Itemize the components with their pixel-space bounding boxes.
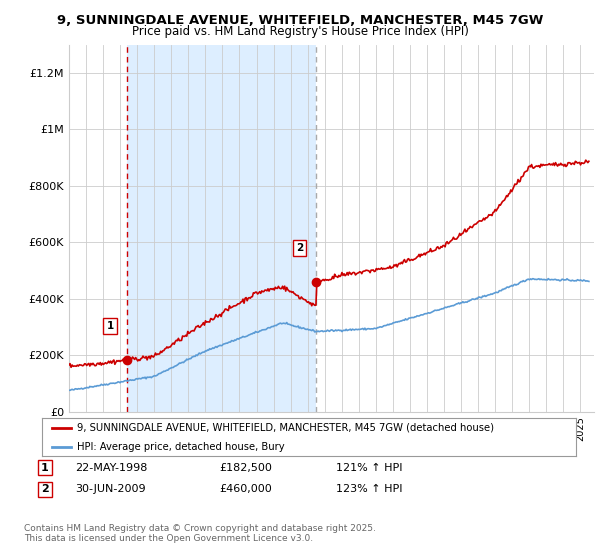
- Text: 123% ↑ HPI: 123% ↑ HPI: [336, 484, 403, 494]
- Text: 2: 2: [296, 243, 303, 253]
- Text: 121% ↑ HPI: 121% ↑ HPI: [336, 463, 403, 473]
- Text: 1: 1: [106, 321, 113, 331]
- Text: 9, SUNNINGDALE AVENUE, WHITEFIELD, MANCHESTER, M45 7GW (detached house): 9, SUNNINGDALE AVENUE, WHITEFIELD, MANCH…: [77, 423, 494, 433]
- Text: £460,000: £460,000: [219, 484, 272, 494]
- Bar: [127, 45, 316, 412]
- Text: 2: 2: [41, 484, 49, 494]
- Text: HPI: Average price, detached house, Bury: HPI: Average price, detached house, Bury: [77, 442, 284, 452]
- Text: 30-JUN-2009: 30-JUN-2009: [75, 484, 146, 494]
- Text: Price paid vs. HM Land Registry's House Price Index (HPI): Price paid vs. HM Land Registry's House …: [131, 25, 469, 38]
- Text: Contains HM Land Registry data © Crown copyright and database right 2025.
This d: Contains HM Land Registry data © Crown c…: [24, 524, 376, 543]
- Text: 22-MAY-1998: 22-MAY-1998: [75, 463, 148, 473]
- Text: £182,500: £182,500: [219, 463, 272, 473]
- Text: 1: 1: [41, 463, 49, 473]
- Text: 9, SUNNINGDALE AVENUE, WHITEFIELD, MANCHESTER, M45 7GW: 9, SUNNINGDALE AVENUE, WHITEFIELD, MANCH…: [57, 14, 543, 27]
